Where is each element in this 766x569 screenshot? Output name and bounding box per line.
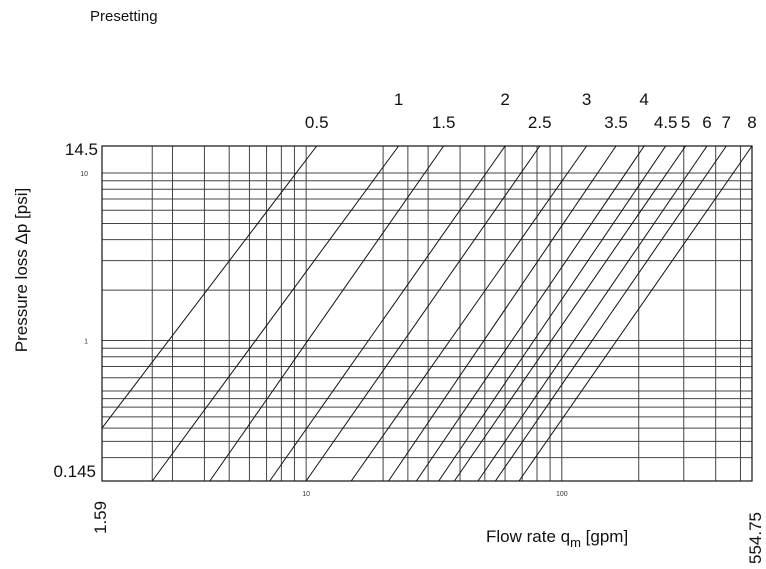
series-label-1.5: 1.5 bbox=[432, 113, 456, 132]
series-lines bbox=[101, 145, 753, 482]
x-min-label: 1.59 bbox=[91, 501, 110, 534]
series-label-0.5: 0.5 bbox=[305, 113, 329, 132]
x-axis-label-unit: [gpm] bbox=[581, 527, 628, 546]
series-label-8: 8 bbox=[747, 113, 756, 132]
gridlines bbox=[102, 146, 752, 481]
axis-tick-labels: 10 100 10 1 bbox=[80, 171, 568, 498]
x-axis-label: Flow rate qm [gpm] bbox=[486, 527, 628, 550]
series-label-3: 3 bbox=[582, 90, 591, 109]
plot-border bbox=[101, 145, 753, 482]
series-label-2.5: 2.5 bbox=[528, 113, 552, 132]
series-line-1.5 bbox=[209, 145, 445, 482]
x-axis-label-main: Flow rate q bbox=[486, 527, 570, 546]
y-axis-label: Pressure loss Δp [psi] bbox=[12, 188, 31, 352]
series-label-4.5: 4.5 bbox=[654, 113, 678, 132]
y-min-label: 0.145 bbox=[53, 462, 96, 481]
x-max-label: 554.75 bbox=[746, 512, 765, 564]
plot-frame bbox=[101, 145, 753, 482]
series-label-5: 5 bbox=[681, 113, 690, 132]
series-line-2 bbox=[269, 145, 506, 482]
x-tick-label: 10 bbox=[302, 491, 310, 498]
y-tick-label: 1 bbox=[84, 339, 88, 346]
y-tick-label: 10 bbox=[80, 171, 88, 178]
series-line-1 bbox=[151, 145, 400, 482]
x-axis-label-subscript: m bbox=[570, 535, 581, 550]
x-tick-label: 100 bbox=[556, 491, 568, 498]
series-line-7 bbox=[494, 145, 727, 482]
series-line-3.5 bbox=[388, 145, 617, 482]
series-label-1: 1 bbox=[394, 90, 403, 109]
series-line-8 bbox=[518, 145, 753, 482]
chart-title: Presetting bbox=[90, 8, 158, 25]
series-label-4: 4 bbox=[639, 90, 648, 109]
series-line-6 bbox=[477, 145, 708, 482]
series-label-6: 6 bbox=[702, 113, 711, 132]
series-line-3 bbox=[350, 145, 588, 482]
series-line-2.5 bbox=[305, 145, 541, 482]
series-label-3.5: 3.5 bbox=[604, 113, 628, 132]
series-labels: 0.5 1 1.5 2 2.5 3 3.5 4 4.5 5 6 7 8 bbox=[305, 90, 757, 132]
series-label-7: 7 bbox=[722, 113, 731, 132]
series-line-0.5 bbox=[101, 145, 318, 429]
series-label-2: 2 bbox=[500, 90, 509, 109]
series-line-4 bbox=[415, 145, 645, 482]
series-line-5 bbox=[453, 145, 687, 482]
y-max-label: 14.5 bbox=[65, 140, 98, 159]
series-line-4.5 bbox=[438, 145, 667, 482]
